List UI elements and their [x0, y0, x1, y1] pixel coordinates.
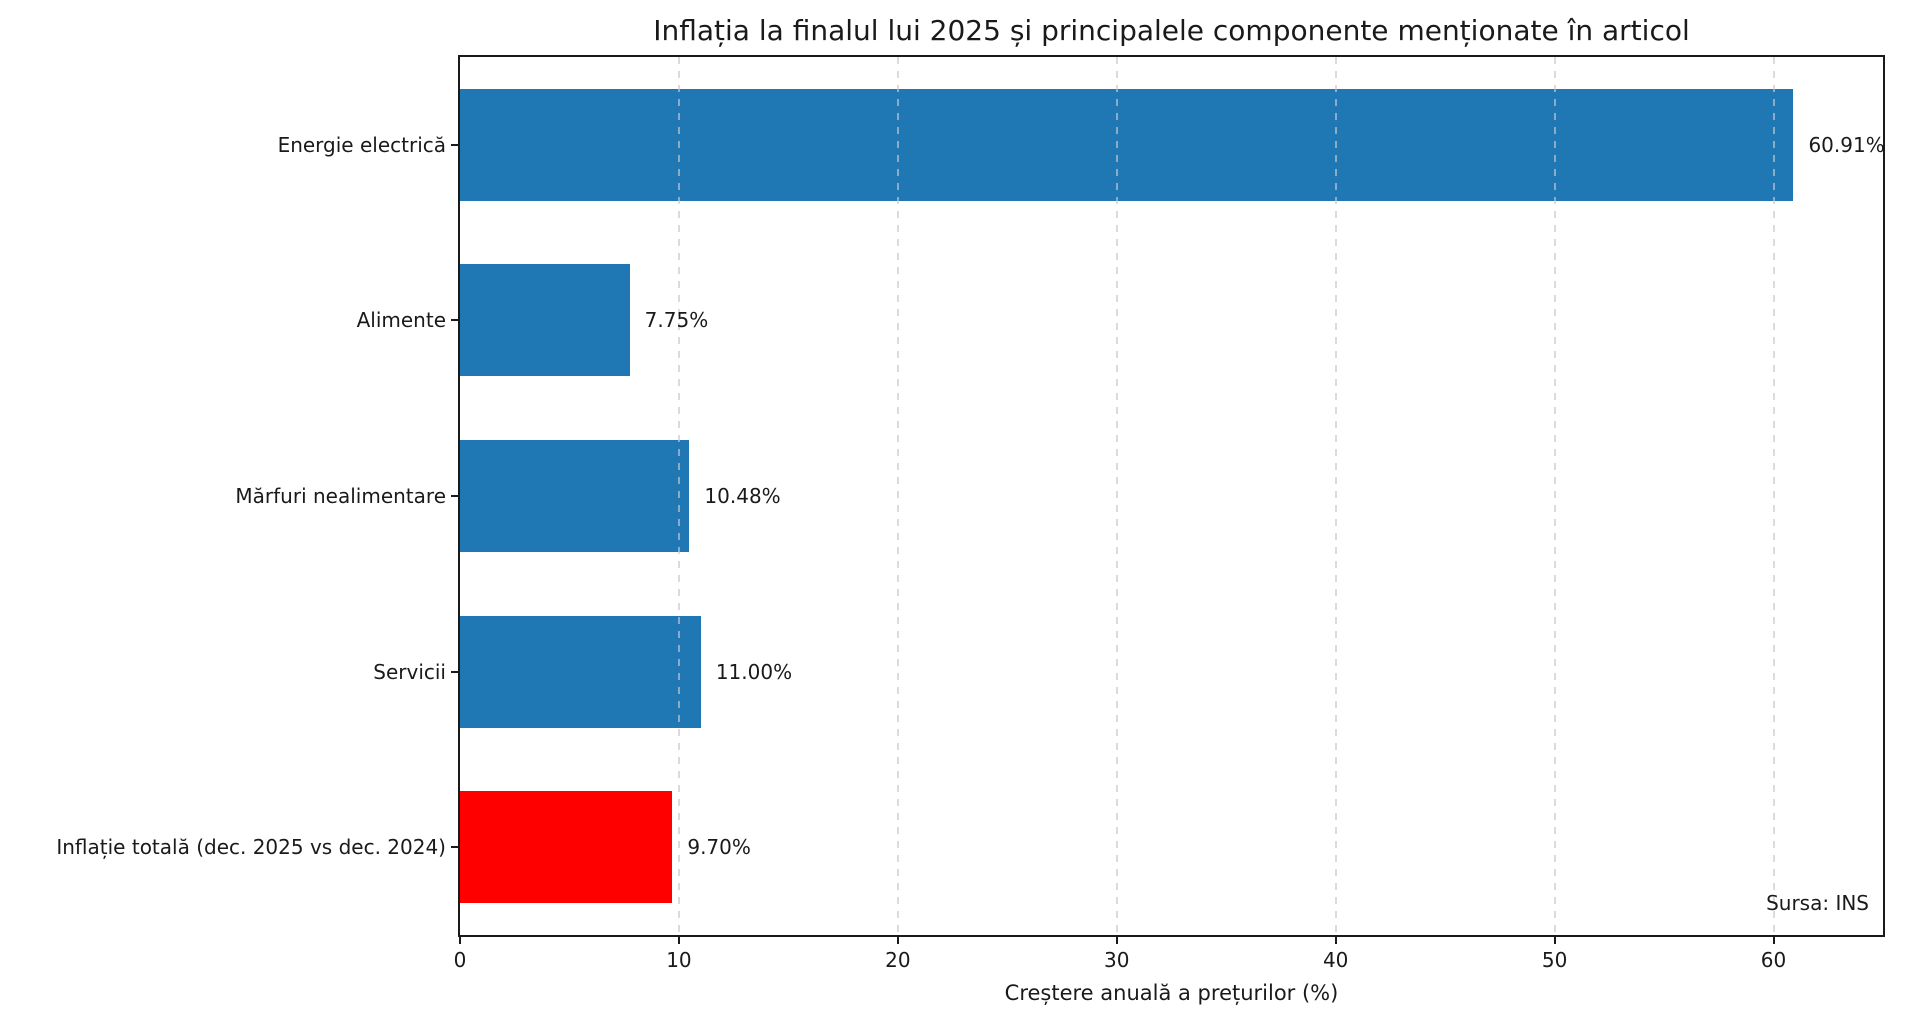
category-label-1: Alimente — [356, 308, 446, 333]
category-label-2: Mărfuri nealimentare — [235, 484, 446, 508]
gridline-x-50 — [1553, 57, 1556, 935]
gridline-x-20 — [896, 57, 899, 935]
x-tick-20 — [896, 935, 899, 944]
x-tick-10 — [677, 935, 680, 944]
x-axis-label: Creștere anuală a prețurilor (%) — [1004, 981, 1339, 1005]
value-label-3: 11.00% — [715, 659, 793, 684]
x-tick-40 — [1334, 935, 1337, 944]
x-tick-30 — [1115, 935, 1118, 944]
x-tick-label-40: 40 — [1322, 948, 1349, 972]
x-tick-label-20: 20 — [885, 948, 911, 972]
chart-title: Inflația la finalul lui 2025 și principa… — [653, 14, 1690, 47]
x-tick-label-0: 0 — [453, 948, 467, 972]
y-tick-1 — [451, 319, 460, 322]
bar-2 — [460, 440, 690, 552]
y-tick-2 — [451, 495, 460, 497]
y-tick-3 — [451, 670, 460, 673]
x-tick-50 — [1553, 935, 1556, 944]
x-tick-0 — [459, 935, 461, 944]
category-label-0: Energie electrică — [277, 132, 446, 157]
gridline-x-30 — [1115, 57, 1118, 935]
bar-0 — [460, 88, 1794, 201]
y-tick-4 — [451, 846, 460, 849]
value-label-0: 60.91% — [1808, 132, 1885, 157]
bar-3 — [460, 615, 701, 728]
y-tick-0 — [451, 143, 460, 146]
x-tick-label-50: 50 — [1541, 948, 1568, 972]
value-label-4: 9.70% — [687, 835, 751, 860]
gridline-x-60 — [1772, 57, 1775, 935]
category-label-3: Servicii — [373, 659, 446, 684]
gridline-x-10 — [677, 57, 680, 935]
bar-1 — [460, 264, 630, 377]
x-tick-label-10: 10 — [666, 948, 692, 972]
bar-4 — [460, 791, 673, 904]
plot-area: Creștere anuală a prețurilor (%) Sursa: … — [56, 55, 1885, 1005]
x-tick-60 — [1772, 935, 1775, 944]
gridline-x-40 — [1334, 57, 1337, 935]
value-label-2: 10.48% — [704, 484, 781, 508]
x-tick-label-60: 60 — [1760, 948, 1787, 972]
value-label-1: 7.75% — [644, 308, 709, 333]
category-label-4: Inflație totală (dec. 2025 vs dec. 2024) — [56, 835, 446, 860]
source-note: Sursa: INS — [1766, 891, 1869, 915]
x-tick-label-30: 30 — [1104, 948, 1130, 972]
